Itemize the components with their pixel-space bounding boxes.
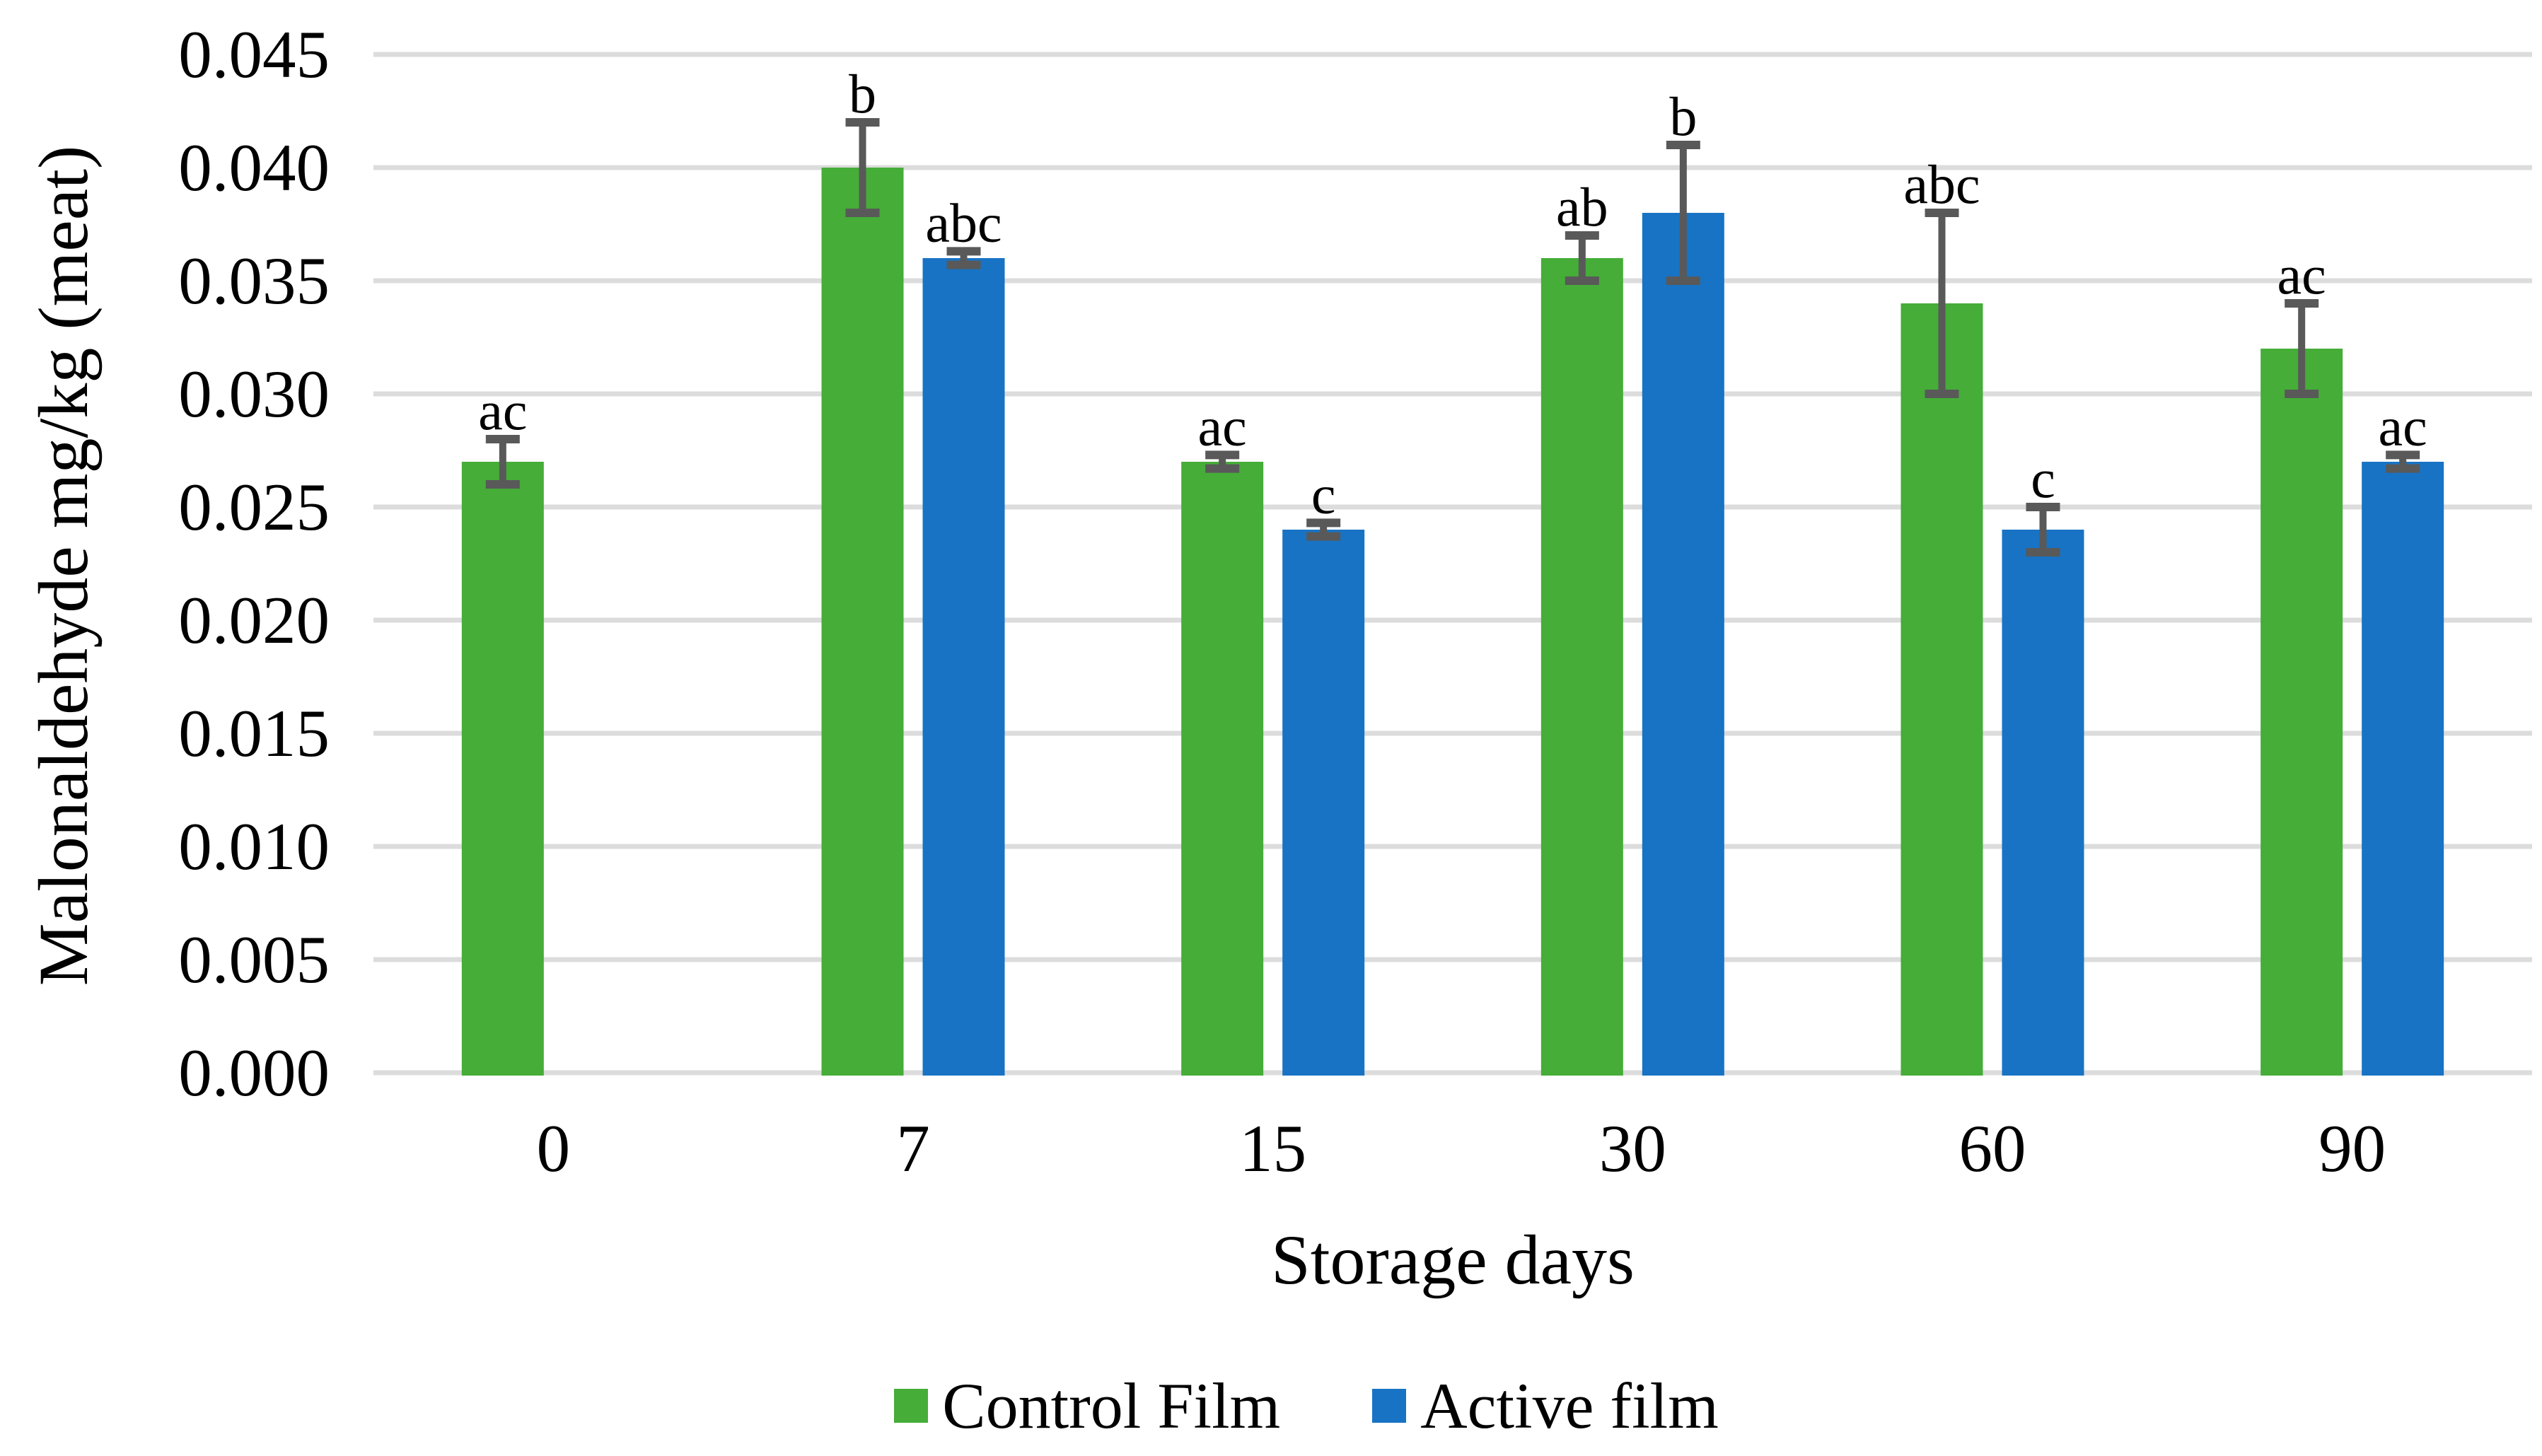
sig-letter-control-film-day-30: ab bbox=[1556, 176, 1608, 238]
bar-active-film-day-60 bbox=[2002, 530, 2084, 1076]
bar-control-film-day-15 bbox=[1181, 462, 1264, 1076]
bar-control-film-day-60 bbox=[1900, 303, 1983, 1076]
sig-letter-control-film-day-90: ac bbox=[2277, 244, 2326, 305]
bar-control-film-day-30 bbox=[1540, 258, 1623, 1076]
y-tick-label: 0.010 bbox=[178, 809, 330, 884]
sig-letter-control-film-day-7: b bbox=[849, 63, 876, 124]
x-tick-label-0: 0 bbox=[537, 1111, 571, 1186]
x-axis-title: Storage days bbox=[1271, 1221, 1635, 1299]
sig-letter-control-film-day-0: ac bbox=[478, 380, 527, 441]
y-tick-label: 0.030 bbox=[178, 356, 330, 431]
legend-label-control-film: Control Film bbox=[942, 1370, 1281, 1442]
sig-letter-active-film-day-30: b bbox=[1669, 86, 1697, 147]
y-tick-label: 0.025 bbox=[178, 470, 330, 544]
x-tick-label-7: 7 bbox=[896, 1111, 930, 1186]
y-tick-label: 0.045 bbox=[178, 17, 330, 92]
x-tick-label-90: 90 bbox=[2318, 1111, 2386, 1186]
sig-letter-active-film-day-60: c bbox=[2031, 448, 2055, 509]
sig-letter-control-film-day-15: ac bbox=[1198, 395, 1247, 457]
y-tick-label: 0.000 bbox=[178, 1035, 330, 1110]
bar-control-film-day-7 bbox=[821, 168, 904, 1076]
sig-letter-active-film-day-15: c bbox=[1311, 463, 1336, 525]
bar-active-film-day-15 bbox=[1282, 530, 1365, 1076]
legend: Control Film Active film bbox=[0, 1373, 2542, 1438]
bar-active-film-day-30 bbox=[1642, 213, 1724, 1076]
legend-swatch-control-film bbox=[894, 1389, 929, 1423]
y-tick-label: 0.020 bbox=[178, 583, 330, 658]
legend-item-control-film: Control Film bbox=[894, 1373, 1280, 1438]
y-axis-title: Malonaldehyde mg/kg (meat) bbox=[24, 145, 103, 986]
y-tick-label: 0.035 bbox=[178, 243, 330, 318]
y-tick-label: 0.040 bbox=[178, 130, 330, 205]
bar-control-film-day-90 bbox=[2260, 349, 2343, 1076]
sig-letter-control-film-day-60: abc bbox=[1903, 153, 1980, 215]
bar-control-film-day-0 bbox=[461, 462, 544, 1076]
x-tick-label-15: 15 bbox=[1239, 1111, 1306, 1186]
y-tick-label: 0.005 bbox=[178, 922, 330, 997]
legend-swatch-active-film bbox=[1372, 1389, 1407, 1423]
x-tick-label-60: 60 bbox=[1959, 1111, 2026, 1186]
legend-item-active-film: Active film bbox=[1372, 1373, 1719, 1438]
legend-label-active-film: Active film bbox=[1420, 1370, 1719, 1442]
sig-letter-active-film-day-90: ac bbox=[2379, 395, 2427, 457]
bar-active-film-day-90 bbox=[2362, 462, 2444, 1076]
sig-letter-active-film-day-7: abc bbox=[925, 192, 1002, 253]
bar-active-film-day-7 bbox=[922, 258, 1005, 1076]
x-tick-label-30: 30 bbox=[1599, 1111, 1666, 1186]
y-tick-label: 0.015 bbox=[178, 696, 330, 771]
